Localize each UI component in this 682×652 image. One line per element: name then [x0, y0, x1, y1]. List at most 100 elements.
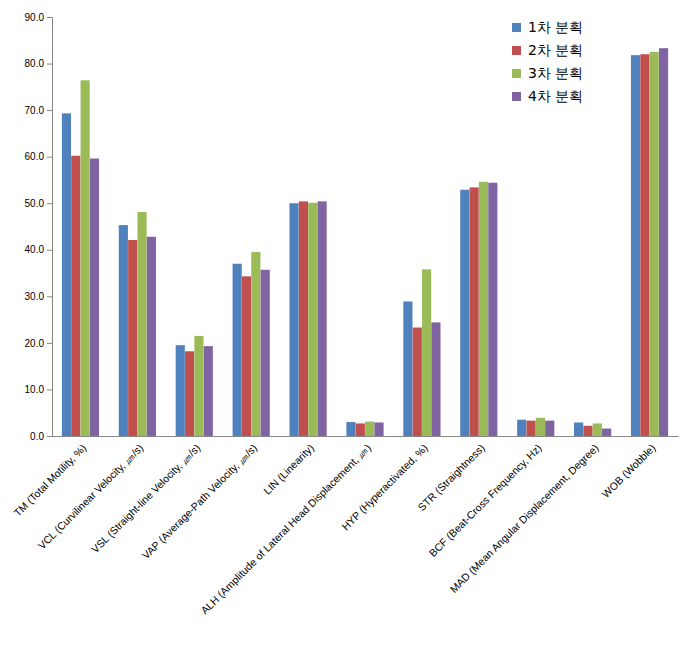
y-tick-mark — [47, 17, 52, 18]
bar — [176, 345, 185, 436]
x-tick-label: BCF (Beat-Cross Frequency, Hz) — [426, 442, 543, 559]
bar — [365, 422, 374, 436]
bar — [261, 270, 270, 436]
bar — [62, 113, 71, 436]
bar — [631, 55, 640, 436]
y-tick-mark — [47, 110, 52, 111]
x-tick: HYP (Hyperactivated, %) — [339, 442, 430, 533]
bar — [640, 54, 649, 436]
bar — [526, 421, 535, 436]
x-tick: LIN (Linearity) — [261, 442, 316, 497]
legend-item: 3차 분획 — [512, 65, 583, 81]
y-tick-label: 0.0 — [30, 431, 44, 442]
x-axis: TM (Total Motility, %)VCL (Curvilinear V… — [11, 437, 678, 617]
y-tick-label: 60.0 — [25, 151, 45, 162]
x-tick: WOB (Wobble) — [599, 442, 657, 500]
x-tick-label: VAP (Average-Path Velocity, ㎛/s) — [139, 442, 259, 562]
y-tick-label: 30.0 — [25, 291, 45, 302]
y-tick: 60.0 — [25, 151, 52, 162]
x-tick: BCF (Beat-Cross Frequency, Hz) — [426, 442, 543, 559]
x-tick-label: VSL (Straight-line Velocity, ㎛/s) — [89, 442, 203, 556]
legend-item: 1차 분획 — [512, 19, 583, 35]
y-tick: 40.0 — [25, 244, 52, 255]
bar — [460, 190, 469, 436]
y-tick-mark — [47, 203, 52, 204]
bar — [422, 269, 431, 436]
y-tick: 50.0 — [25, 198, 52, 209]
y-tick-label: 10.0 — [25, 384, 45, 395]
series — [90, 48, 668, 436]
bar — [356, 423, 365, 436]
y-tick: 80.0 — [25, 58, 52, 69]
bar — [81, 80, 90, 436]
bar — [403, 301, 412, 436]
y-tick-label: 90.0 — [25, 12, 45, 23]
y-tick: 10.0 — [25, 384, 52, 395]
chart: 0.0 10.0 20.0 30.0 40.0 50.0 60.0 70.0 80.0 90.0 T… — [0, 0, 682, 652]
legend-swatch — [512, 23, 521, 32]
legend-swatch — [512, 69, 521, 78]
bar — [431, 322, 440, 436]
y-tick-mark — [47, 64, 52, 65]
bar — [185, 351, 194, 436]
x-tick-label: HYP (Hyperactivated, %) — [339, 442, 430, 533]
y-tick-label: 80.0 — [25, 58, 45, 69]
bar — [204, 346, 213, 436]
y-tick-label: 20.0 — [25, 338, 45, 349]
bar — [71, 156, 80, 436]
legend-swatch — [512, 92, 521, 101]
bar — [374, 422, 383, 436]
series — [71, 54, 649, 436]
y-tick-mark — [47, 250, 52, 251]
y-tick-label: 50.0 — [25, 198, 45, 209]
bar — [289, 203, 298, 436]
y-tick-mark — [47, 296, 52, 297]
bar — [593, 423, 602, 436]
series — [81, 52, 659, 436]
x-tick: MAD (Mean Angular Displacement, Degree) — [447, 442, 600, 595]
y-tick-mark — [47, 436, 52, 437]
bar — [536, 418, 545, 436]
x-tick: VSL (Straight-line Velocity, ㎛/s) — [89, 442, 203, 556]
x-axis-line — [53, 436, 679, 437]
legend-label: 4차 분획 — [528, 88, 583, 104]
legend-label: 2차 분획 — [528, 42, 583, 58]
y-axis: 0.0 10.0 20.0 30.0 40.0 50.0 60.0 70.0 80.0 90.0 — [25, 12, 53, 442]
bar — [137, 212, 146, 436]
legend-label: 3차 분획 — [528, 65, 583, 81]
x-tick: VAP (Average-Path Velocity, ㎛/s) — [139, 442, 259, 562]
bar — [659, 48, 668, 436]
y-tick-mark — [47, 343, 52, 344]
y-tick-label: 70.0 — [25, 105, 45, 116]
bar — [147, 237, 156, 436]
bar — [90, 159, 99, 436]
x-tick-label: WOB (Wobble) — [599, 442, 657, 500]
bar — [242, 276, 251, 436]
bar — [308, 203, 317, 436]
bar — [650, 52, 659, 436]
y-tick-label: 40.0 — [25, 244, 45, 255]
bar — [479, 182, 488, 436]
legend-label: 1차 분획 — [528, 19, 583, 35]
bar — [128, 240, 137, 436]
bar — [574, 422, 583, 436]
bar — [233, 264, 242, 436]
y-tick: 20.0 — [25, 338, 52, 349]
legend-item: 2차 분획 — [512, 42, 583, 58]
legend-swatch — [512, 46, 521, 55]
y-tick: 30.0 — [25, 291, 52, 302]
bar — [470, 187, 479, 436]
legend-item: 4차 분획 — [512, 88, 583, 104]
bar — [545, 421, 554, 436]
bar — [346, 422, 355, 436]
bar — [194, 336, 203, 436]
bar — [299, 201, 308, 436]
bar — [517, 420, 526, 436]
plot: 0.0 10.0 20.0 30.0 40.0 50.0 60.0 70.0 80.0 90.0 T… — [11, 12, 678, 617]
bar — [583, 426, 592, 436]
y-tick-mark — [47, 157, 52, 158]
bar — [318, 201, 327, 436]
x-tick-label: MAD (Mean Angular Displacement, Degree) — [447, 442, 600, 595]
x-tick-label: VCL (Curvilinear Velocity, ㎛/s) — [35, 442, 145, 552]
bar — [488, 183, 497, 436]
